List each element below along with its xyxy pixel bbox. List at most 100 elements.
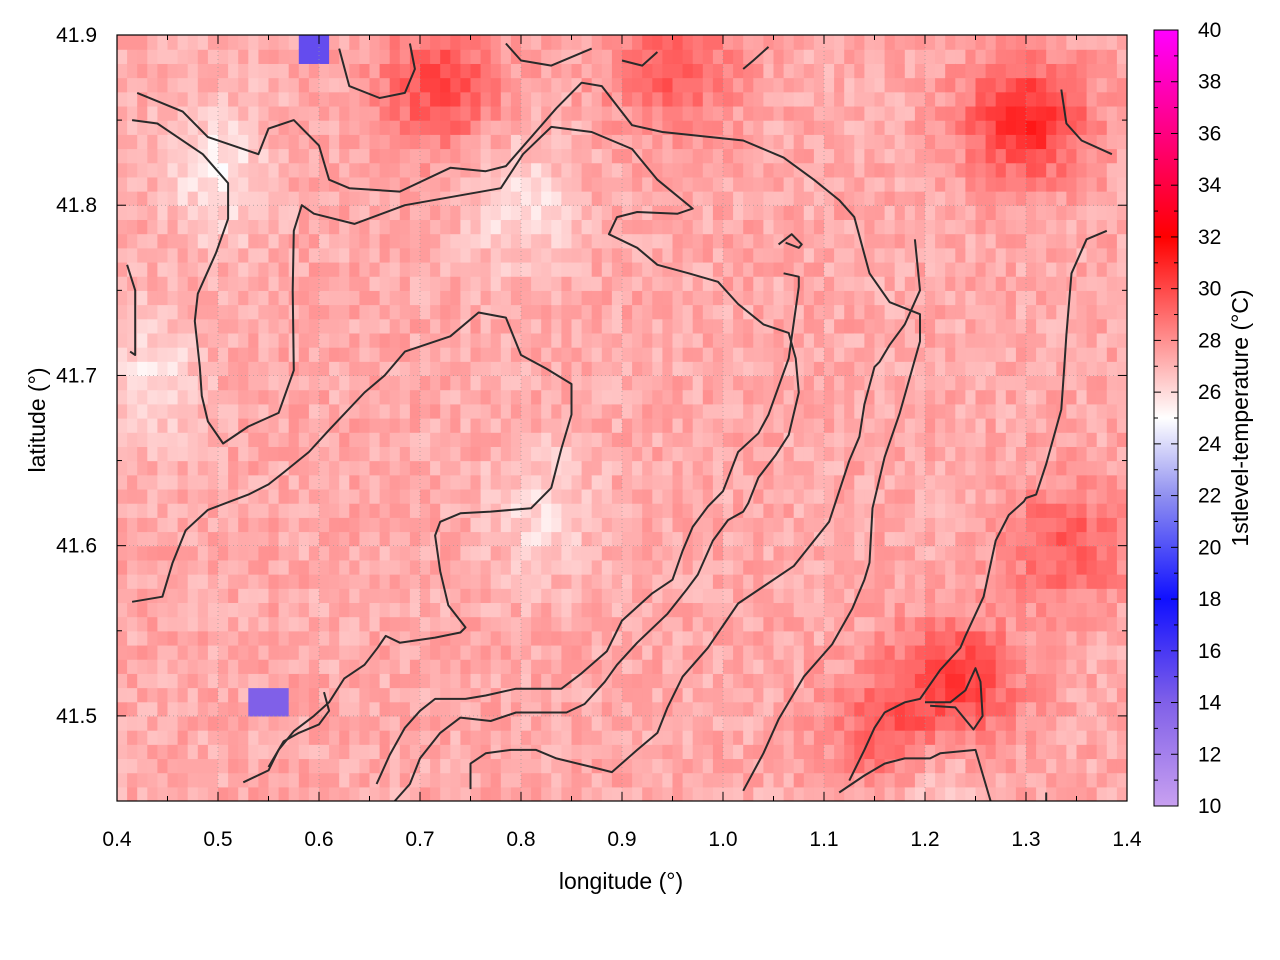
heat-cell: [914, 389, 926, 405]
heat-cell: [793, 63, 805, 79]
heat-cell: [228, 148, 239, 164]
heat-cell: [329, 701, 340, 717]
heat-cell: [238, 134, 249, 150]
heat-cell: [813, 148, 825, 164]
heat-cell: [1046, 488, 1057, 504]
heat-cell: [611, 162, 623, 178]
heat-cell: [935, 134, 946, 150]
heat-cell: [531, 474, 542, 490]
heat-cell: [965, 659, 977, 674]
heat-cell: [945, 531, 956, 547]
heat-cell: [864, 446, 876, 462]
heat-cell: [238, 63, 249, 79]
heat-cell: [672, 630, 684, 646]
heat-cell: [813, 687, 825, 703]
heat-cell: [652, 35, 663, 50]
heat-cell: [551, 730, 562, 745]
heat-cell: [561, 318, 573, 334]
heat-cell: [824, 503, 835, 518]
heat-cell: [329, 247, 340, 263]
heat-cell: [379, 588, 391, 604]
heat-cell: [521, 644, 532, 660]
heat-cell: [510, 120, 522, 135]
heat-cell: [682, 460, 694, 476]
heat-cell: [965, 730, 977, 745]
heat-cell: [803, 460, 815, 476]
heat-cell: [743, 786, 754, 801]
heat-cell: [369, 49, 381, 64]
heat-cell: [147, 432, 158, 447]
heat-cell: [844, 191, 855, 206]
heat-cell: [945, 574, 956, 589]
heat-cell: [1036, 588, 1047, 604]
heat-cell: [541, 91, 552, 107]
heat-cell: [581, 545, 593, 561]
heat-cell: [995, 261, 1007, 277]
heat-cell: [319, 786, 330, 801]
heat-cell: [803, 418, 815, 433]
heat-cell: [430, 77, 441, 93]
heat-cell: [369, 503, 381, 518]
heat-cell: [642, 588, 653, 604]
heat-cell: [904, 758, 916, 774]
heat-cell: [440, 460, 451, 476]
heat-cell: [864, 389, 876, 405]
heat-cell: [813, 77, 825, 93]
heat-cell: [470, 574, 482, 589]
heat-cell: [117, 602, 128, 618]
heat-cell: [329, 644, 340, 660]
heat-cell: [319, 460, 330, 476]
heat-cell: [672, 503, 684, 518]
heat-cell: [743, 531, 754, 547]
heat-cell: [803, 559, 815, 575]
heat-cell: [975, 588, 987, 604]
heat-cell: [409, 418, 421, 433]
heat-cell: [652, 715, 663, 731]
heat-cell: [1005, 49, 1017, 64]
heat-cell: [813, 758, 825, 774]
heat-cell: [743, 389, 754, 405]
heat-cell: [409, 318, 421, 334]
heat-cell: [914, 730, 926, 745]
heat-cell: [925, 261, 936, 277]
heat-cell: [884, 261, 896, 277]
heat-cell: [521, 687, 532, 703]
heat-cell: [834, 233, 845, 249]
heat-cell: [985, 545, 997, 561]
heat-cell: [187, 602, 199, 618]
heat-cell: [541, 276, 552, 291]
heat-cell: [521, 786, 532, 801]
heat-cell: [420, 290, 431, 306]
heat-cell: [581, 673, 593, 689]
heat-cell: [319, 304, 330, 320]
heat-cell: [1005, 120, 1017, 135]
heat-cell: [510, 758, 522, 774]
heat-cell: [470, 786, 482, 801]
heat-cell: [723, 758, 734, 774]
heat-cell: [824, 176, 835, 192]
heat-cell: [894, 276, 906, 291]
heat-cell: [480, 503, 492, 518]
heat-cell: [733, 460, 744, 476]
heat-cell: [440, 772, 451, 788]
heat-cell: [975, 715, 987, 731]
heat-cell: [844, 247, 855, 263]
heat-cell: [177, 219, 189, 235]
heat-cell: [440, 687, 451, 703]
heat-cell: [117, 715, 128, 731]
heat-cell: [743, 403, 754, 419]
heat-cell: [692, 205, 704, 221]
heat-cell: [1005, 744, 1017, 760]
heat-cell: [187, 701, 199, 717]
heat-cell: [642, 474, 653, 490]
heat-cell: [632, 91, 643, 107]
heat-cell: [753, 545, 764, 561]
heat-cell: [369, 488, 381, 504]
heat-cell: [157, 446, 169, 462]
heat-cell: [551, 758, 562, 774]
heat-cell: [763, 673, 775, 689]
heat-cell: [460, 191, 472, 206]
heat-cell: [470, 219, 482, 235]
heat-cell: [834, 673, 845, 689]
heat-cell: [288, 730, 300, 745]
